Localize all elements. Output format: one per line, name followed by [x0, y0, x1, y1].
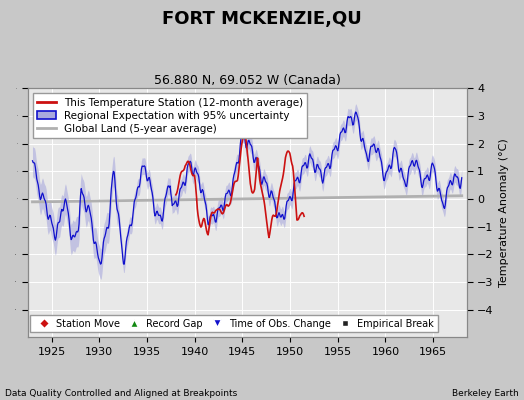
- Legend: Station Move, Record Gap, Time of Obs. Change, Empirical Break: Station Move, Record Gap, Time of Obs. C…: [30, 315, 438, 332]
- Text: Data Quality Controlled and Aligned at Breakpoints: Data Quality Controlled and Aligned at B…: [5, 389, 237, 398]
- Text: FORT MCKENZIE,QU: FORT MCKENZIE,QU: [162, 10, 362, 28]
- Title: 56.880 N, 69.052 W (Canada): 56.880 N, 69.052 W (Canada): [154, 74, 341, 87]
- Y-axis label: Temperature Anomaly (°C): Temperature Anomaly (°C): [499, 138, 509, 287]
- Text: Berkeley Earth: Berkeley Earth: [452, 389, 519, 398]
